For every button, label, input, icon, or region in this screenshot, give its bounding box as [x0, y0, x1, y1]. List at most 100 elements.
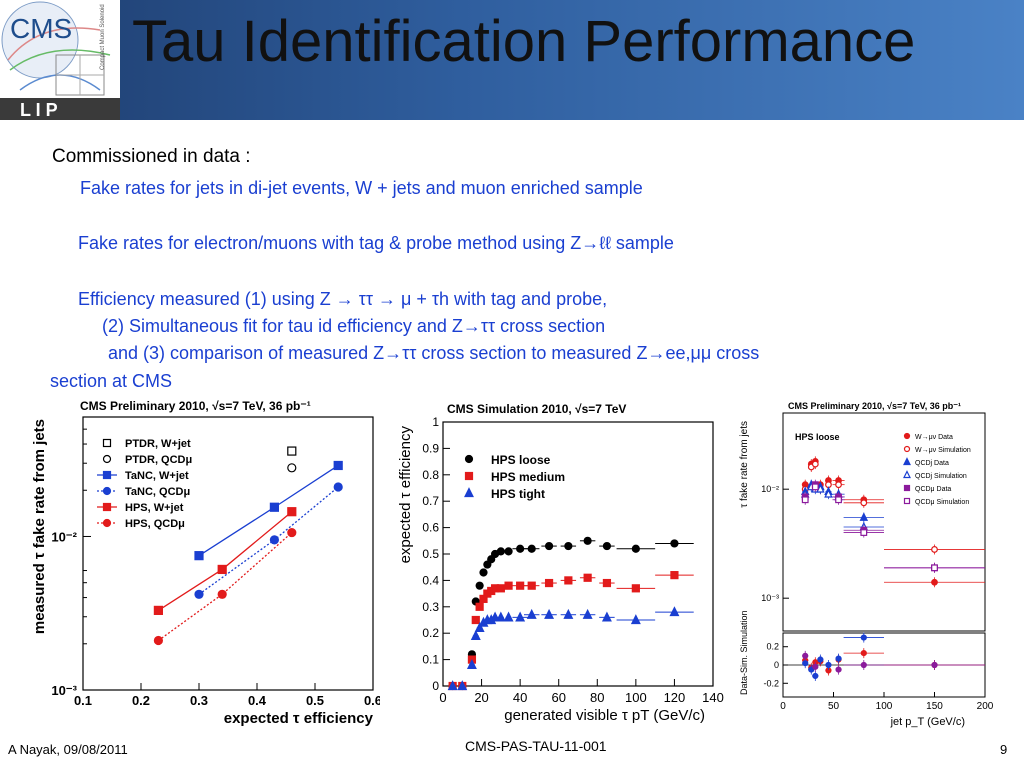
legend-marker [464, 471, 474, 481]
data-point [859, 512, 869, 521]
data-point [194, 551, 204, 561]
y-tick-label: 0.1 [422, 653, 439, 667]
x-tick-label: 50 [828, 701, 840, 712]
x-tick-label: 0.1 [74, 693, 92, 708]
legend-marker [102, 502, 112, 512]
data-point [217, 589, 227, 599]
page-number: 9 [1000, 742, 1008, 757]
x-tick-label: 40 [513, 690, 527, 705]
ratio-point [812, 672, 819, 680]
legend-marker [102, 518, 112, 528]
bullet-efficiency-3: and (3) comparison of measured Z→ττ cros… [108, 343, 760, 363]
data-point [602, 578, 612, 588]
legend-label: HPS tight [491, 487, 545, 501]
y-tick-label: 0.5 [422, 547, 439, 561]
data-point [631, 544, 640, 553]
data-point [801, 496, 809, 504]
data-point [931, 546, 938, 553]
svg-text:L I P: L I P [20, 100, 58, 120]
x-tick-label: 0 [439, 690, 446, 705]
ratio-point [808, 666, 815, 673]
y-tick-label: 0.6 [422, 521, 439, 535]
x-axis-label: jet p_T (GeV/c) [890, 716, 965, 728]
data-point [475, 602, 484, 611]
y-axis-label: τ fake rate from jets [739, 421, 750, 508]
data-point [495, 611, 506, 622]
data-point [504, 547, 513, 556]
ratio-point [812, 663, 819, 670]
x-tick-label: 60 [551, 690, 565, 705]
data-point [835, 481, 842, 489]
series-line [198, 486, 339, 595]
data-point [287, 463, 297, 473]
y-tick-label: 10⁻² [761, 484, 779, 494]
ratio-point [860, 650, 867, 657]
data-point [564, 541, 573, 551]
data-point [496, 547, 505, 556]
data-point [153, 635, 163, 646]
legend-label: PTDR, QCDμ [125, 454, 192, 466]
data-point [153, 605, 164, 615]
legend-marker [464, 454, 474, 464]
y-tick-label: 10⁻³ [761, 593, 779, 603]
ratio-point [860, 661, 867, 669]
ratio-point [817, 656, 824, 663]
legend-label: HPS, QCDμ [125, 518, 185, 530]
footer-reference: CMS-PAS-TAU-11-001 [465, 738, 607, 754]
data-point [670, 571, 679, 580]
legend-marker [903, 432, 911, 440]
data-point [811, 460, 819, 468]
data-point [490, 611, 501, 622]
legend-marker [102, 454, 112, 464]
data-point [544, 608, 555, 619]
y-tick-label: 10⁻² [51, 529, 77, 544]
legend-marker [903, 445, 911, 453]
x-tick-label: 100 [876, 701, 893, 712]
legend-label: HPS medium [491, 470, 565, 484]
bullet-fake-rates-leptons: Fake rates for electron/muons with tag &… [78, 233, 674, 253]
x-tick-label: 100 [625, 690, 647, 705]
data-point [564, 576, 573, 585]
y-tick-label: 0.8 [422, 468, 439, 482]
x-tick-label: 0.6 [364, 693, 380, 708]
data-point [860, 529, 868, 536]
chart-fake-rate-vs-jet-pt: CMS Preliminary 2010, √s=7 TeV, 36 pb⁻¹ H… [739, 401, 994, 728]
legend-marker [102, 470, 112, 480]
data-point [835, 496, 842, 504]
x-axis-label: expected τ efficiency [224, 710, 374, 727]
commissioned-label: Commissioned in data : [52, 146, 251, 167]
slide-title: Tau Identification Performance [132, 9, 916, 74]
y-axis-label: measured τ fake rate from jets [31, 419, 48, 634]
legend-marker [102, 438, 112, 448]
bullet-efficiency-2: (2) Simultaneous fit for tau id efficien… [102, 316, 606, 336]
data-point [503, 611, 514, 622]
data-point [602, 541, 612, 551]
x-tick-label: 20 [474, 690, 488, 705]
data-point [287, 446, 297, 456]
y-axis-label: expected τ efficiency [397, 426, 414, 564]
legend-label: TaNC, W+jet [125, 470, 189, 482]
data-point [544, 541, 554, 551]
x-tick-label: 80 [590, 690, 604, 705]
data-point [471, 615, 480, 625]
data-point [470, 629, 481, 640]
data-point [194, 589, 204, 599]
chart-title: CMS Preliminary 2010, √s=7 TeV, 36 pb⁻¹ [80, 399, 311, 413]
ratio-y-tick-label: -0.2 [763, 678, 779, 688]
bullet-efficiency-1: Efficiency measured (1) using Z → ττ → μ… [78, 289, 608, 309]
data-point [811, 483, 819, 491]
y-tick-label: 1 [432, 415, 439, 429]
data-point [269, 502, 279, 512]
x-tick-label: 0.4 [248, 693, 267, 708]
series-line [158, 532, 293, 642]
legend-label: QCDj Simulation [915, 473, 967, 480]
data-point [487, 555, 496, 564]
legend-marker [903, 484, 911, 492]
data-point [669, 606, 680, 617]
bullet-fake-rates-jets: Fake rates for jets in di-jet events, W … [80, 178, 643, 198]
data-point [447, 680, 458, 691]
svg-text:CMS: CMS [10, 13, 72, 44]
data-point [217, 564, 227, 575]
legend-label: W→μν Data [915, 434, 953, 441]
